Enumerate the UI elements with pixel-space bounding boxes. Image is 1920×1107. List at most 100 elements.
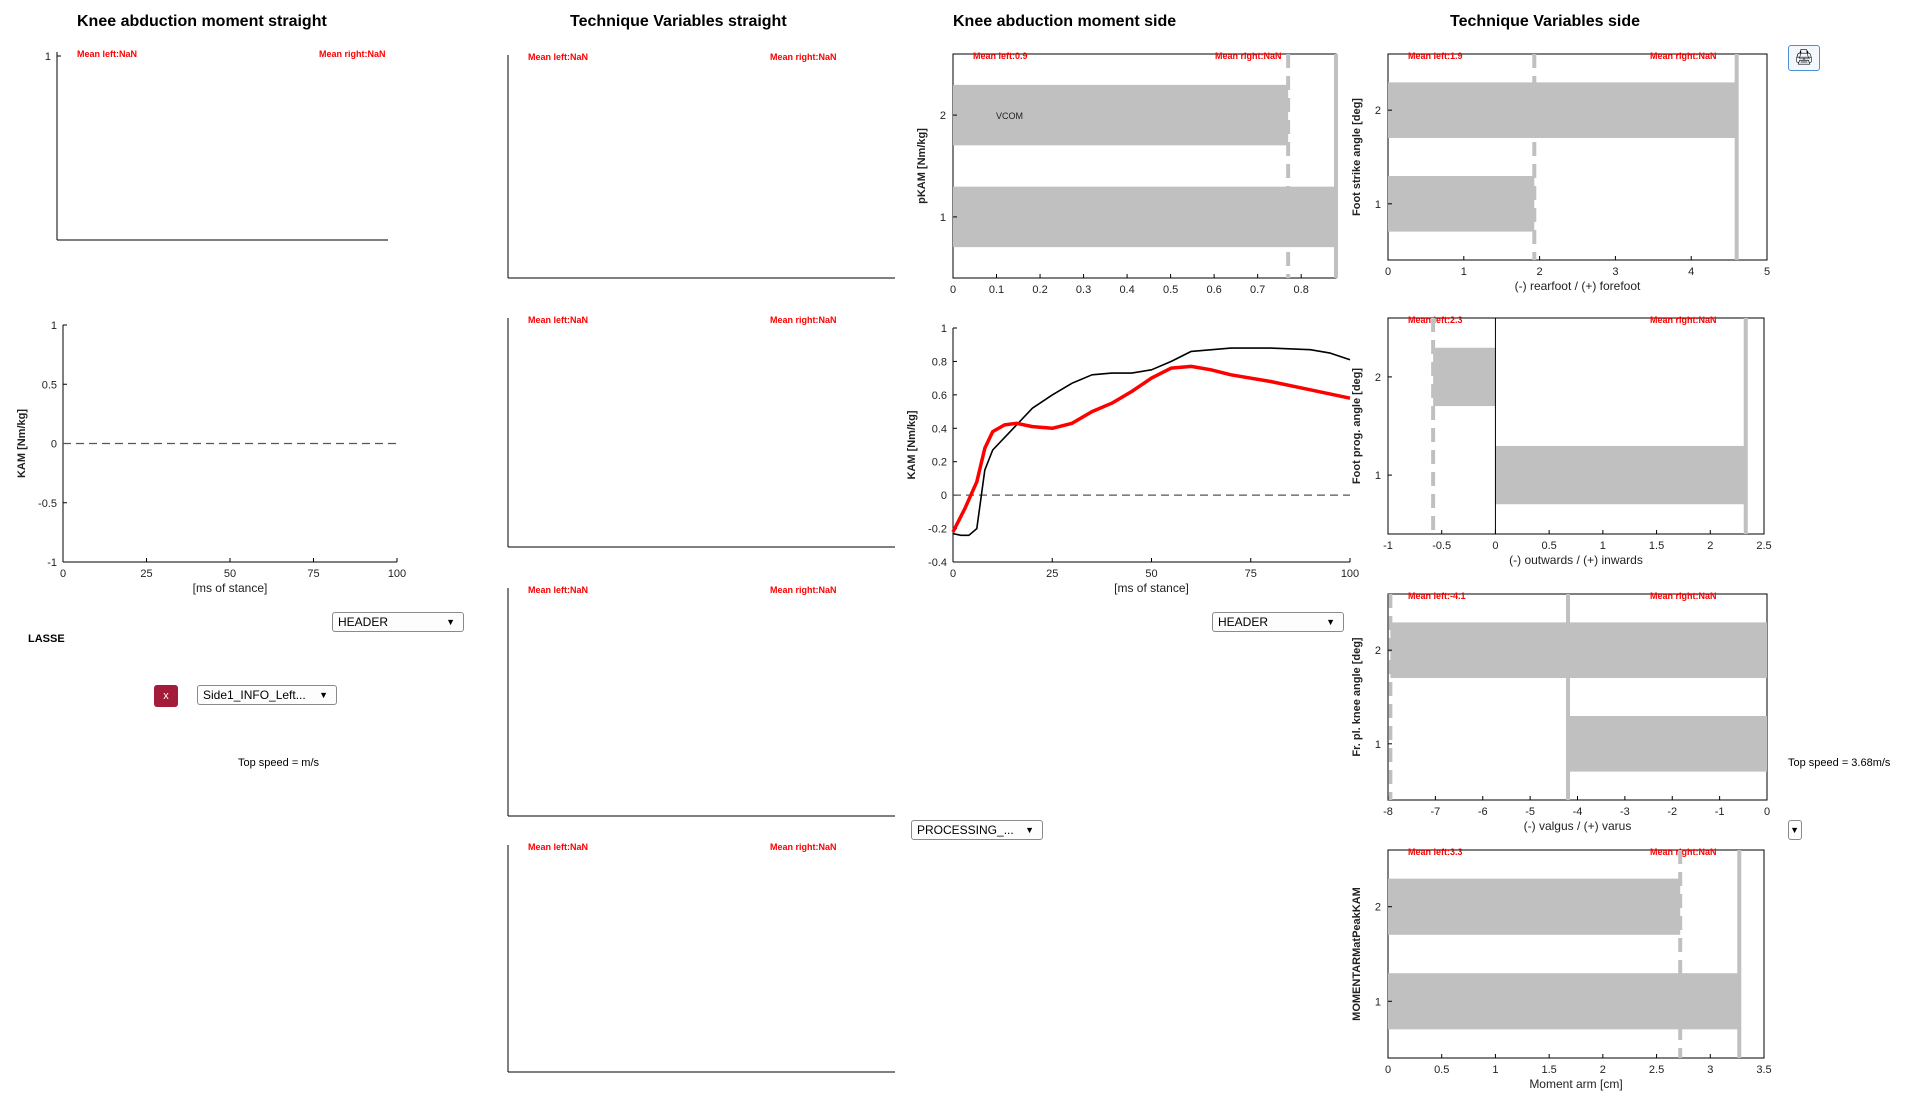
x-tick-label: 25 — [1046, 568, 1058, 580]
x-tick-label: -1 — [1383, 540, 1393, 552]
mean-right-label: Mean right:NaN — [770, 52, 837, 62]
small-dropdown[interactable]: ▼ — [1788, 820, 1802, 840]
bar-2 — [1390, 622, 1767, 678]
x-tick-label: 50 — [224, 568, 236, 580]
y-tick-label: 2 — [1375, 902, 1381, 914]
y-tick-label: 1 — [1375, 739, 1381, 751]
mean-right-label: Mean right:NaN — [770, 315, 837, 325]
x-tick-label: 75 — [1245, 568, 1257, 580]
y-axis-label: Fr. pl. knee angle [deg] — [1351, 637, 1363, 757]
x-axis-label: [ms of stance] — [1114, 581, 1189, 595]
y-tick-label: 0.4 — [932, 423, 947, 435]
mean-left-label: Mean left:2.3 — [1408, 315, 1463, 325]
plot-straight-tech-1: Mean left:NaN Mean right:NaN — [507, 52, 895, 279]
processing-dropdown[interactable]: PROCESSING_... ▼ — [911, 820, 1043, 840]
bar-2 — [1388, 878, 1681, 935]
y-tick-label: 0.6 — [932, 390, 947, 402]
x-tick-label: 2 — [1600, 1064, 1606, 1076]
y-tick-label: 1 — [1375, 470, 1381, 482]
x-tick-label: 100 — [388, 568, 406, 580]
mean-right-label: Mean right:NaN — [770, 842, 837, 852]
x-tick-label: -3 — [1620, 806, 1630, 818]
x-axis-label: (-) valgus / (+) varus — [1524, 819, 1632, 833]
chevron-down-icon: ▼ — [1790, 825, 1799, 835]
x-tick-label: 0.5 — [1163, 284, 1178, 296]
x-tick-label: 0.8 — [1294, 284, 1309, 296]
plot-straight-pkam: Mean left:NaN Mean right:NaN 1 — [45, 49, 388, 241]
axes-box — [1387, 317, 1765, 535]
x-tick-label: 1.5 — [1649, 540, 1664, 552]
close-button[interactable]: x — [154, 685, 178, 707]
bar-1 — [1495, 445, 1746, 505]
mean-right-label: Mean right:NaN — [1650, 51, 1717, 61]
title-kam-straight: Knee abduction moment straight — [77, 13, 327, 30]
chevron-down-icon: ▼ — [1025, 825, 1034, 835]
y-axis-label: KAM [Nm/kg] — [16, 409, 28, 478]
x-tick-label: 0 — [950, 284, 956, 296]
mean-left-label: Mean left:0.9 — [973, 51, 1028, 61]
x-tick-label: 3.5 — [1756, 1064, 1771, 1076]
bar-1 — [1568, 716, 1767, 772]
x-tick-label: -1 — [1715, 806, 1725, 818]
mean-left-label: Mean left:1.9 — [1408, 51, 1463, 61]
bar-1 — [1388, 176, 1535, 232]
y-tick-label: -0.2 — [928, 524, 947, 536]
top-speed-right: Top speed = 3.68m/s — [1788, 757, 1891, 769]
y-tick-label: -0.5 — [38, 498, 57, 510]
x-tick-label: -0.5 — [1432, 540, 1451, 552]
bar-2 — [953, 84, 1289, 146]
x-tick-label: 0 — [1385, 266, 1391, 278]
print-icon[interactable]: 🖨 — [1788, 45, 1820, 71]
x-tick-label: 0 — [950, 568, 956, 580]
mean-right-label: Mean right:NaN — [1650, 847, 1717, 857]
x-tick-label: 2.5 — [1649, 1064, 1664, 1076]
x-tick-label: 0 — [1492, 540, 1498, 552]
y-tick-label: 2 — [1375, 372, 1381, 384]
x-axis-label: Moment arm [cm] — [1529, 1077, 1622, 1091]
x-tick-label: 1.5 — [1541, 1064, 1556, 1076]
x-tick-label: 0.3 — [1076, 284, 1091, 296]
x-tick-label: 0 — [1764, 806, 1770, 818]
x-tick-label: 3 — [1707, 1064, 1713, 1076]
bar-1 — [953, 186, 1336, 248]
x-tick-label: 1 — [1461, 266, 1467, 278]
chevron-down-icon: ▼ — [1326, 617, 1335, 627]
y-tick-label: 0 — [51, 439, 57, 451]
header-dropdown-left[interactable]: HEADER ▼ — [332, 612, 464, 632]
mean-right-label: Mean right:NaN — [1650, 591, 1717, 601]
processing-dropdown-value: PROCESSING_... — [917, 823, 1014, 837]
y-tick-label: 1 — [1375, 199, 1381, 211]
x-tick-label: 1 — [1492, 1064, 1498, 1076]
x-tick-label: -2 — [1667, 806, 1677, 818]
bar-annotation: VCOM — [996, 111, 1023, 121]
plot-knee-angle: Mean left:-4.1 Mean right:NaN -8 -7 -6 -5 -4 -3… — [1351, 591, 1770, 833]
y-tick-label: 2 — [1375, 105, 1381, 117]
x-tick-label: 75 — [307, 568, 319, 580]
axes-box — [1387, 53, 1768, 261]
mean-left-label: Mean left:NaN — [528, 585, 588, 595]
plot-side-pkam: Mean left:0.9 Mean right:NaN 0 0.1 0.2 0.3 0.4… — [916, 51, 1338, 296]
plot-straight-tech-3: Mean left:NaN Mean right:NaN — [507, 585, 895, 817]
x-tick-label: 0.5 — [1434, 1064, 1449, 1076]
x-tick-label: -4 — [1573, 806, 1583, 818]
y-tick-label: 0.8 — [932, 356, 947, 368]
y-axis-label: Foot strike angle [deg] — [1351, 98, 1363, 216]
series-line-2 — [951, 364, 1351, 533]
info-dropdown[interactable]: Side1_INFO_Left... ▼ — [197, 685, 337, 705]
y-tick-label: 1 — [941, 323, 947, 335]
y-axis-label: MOMENTARMatPeakKAM — [1351, 887, 1363, 1021]
x-tick-label: 0.2 — [1032, 284, 1047, 296]
y-tick-label: 1 — [1375, 996, 1381, 1008]
y-axis-label: Foot prog. angle [deg] — [1351, 368, 1363, 484]
bar-1 — [1388, 973, 1740, 1030]
title-tech-straight: Technique Variables straight — [570, 13, 787, 30]
x-tick-label: 0.7 — [1250, 284, 1265, 296]
mean-left-label: Mean left:NaN — [528, 842, 588, 852]
bar-2 — [1433, 347, 1496, 407]
y-tick-label: 0 — [941, 490, 947, 502]
mean-left-label: Mean left:3.3 — [1408, 847, 1463, 857]
x-tick-label: 0 — [60, 568, 66, 580]
chevron-down-icon: ▼ — [319, 690, 328, 700]
header-dropdown-right[interactable]: HEADER ▼ — [1212, 612, 1344, 632]
y-tick-label: 0.2 — [932, 457, 947, 469]
